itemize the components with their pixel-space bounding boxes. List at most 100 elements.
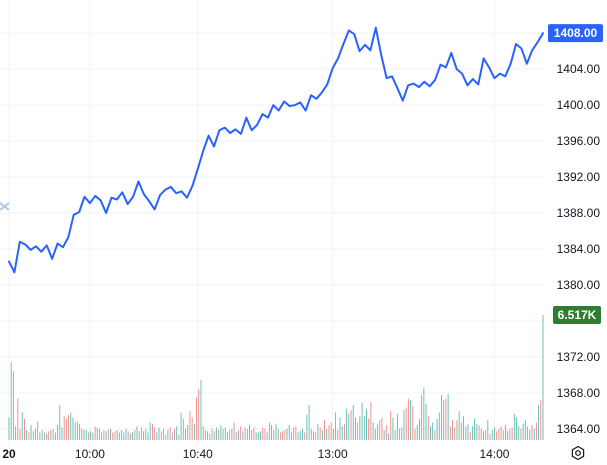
volume-bar (182, 418, 184, 440)
volume-bar (460, 422, 462, 440)
volume-bar (255, 432, 257, 440)
volume-bar (390, 411, 392, 440)
x-axis-tick-label: 14:00 (479, 447, 509, 461)
volume-bar (147, 432, 149, 440)
volume-bar (348, 413, 350, 440)
volume-bar (505, 425, 506, 440)
y-axis-tick-label: 1388.00 (557, 206, 601, 220)
settings-gear-icon[interactable] (571, 445, 585, 461)
volume-bar (368, 418, 370, 440)
volume-bar (32, 431, 34, 440)
volume-bar (383, 430, 385, 440)
volume-bar (244, 427, 246, 440)
volume-bar (260, 431, 261, 440)
volume-bar (103, 430, 105, 440)
volume-bar (299, 431, 301, 440)
x-axis-tick-label: 10:40 (183, 447, 213, 461)
volume-bar (196, 397, 198, 440)
volume-bar (496, 431, 498, 440)
volume-bar (37, 421, 39, 440)
volume-bar (99, 428, 100, 440)
volume-bar (498, 428, 500, 440)
y-axis-tick-label: 1364.00 (557, 422, 601, 436)
volume-bar (185, 428, 186, 440)
volume-bar (28, 432, 30, 440)
volume-bar (105, 431, 107, 440)
x-axis-tick-label: 20 (2, 447, 16, 461)
volume-bar (160, 431, 162, 440)
crosshair-marker-icon (0, 202, 10, 211)
volume-bar (202, 426, 204, 440)
volume-bar (284, 430, 286, 440)
volume-bar (85, 430, 87, 440)
volume-bar (366, 408, 367, 440)
volume-bar (92, 432, 94, 440)
volume-bar (204, 430, 206, 440)
volume-bar (491, 430, 493, 440)
volume-bar (46, 433, 47, 440)
volume-bar (471, 426, 473, 440)
volume-bar (291, 432, 292, 440)
volume-bar (169, 427, 171, 440)
volume-bar (198, 388, 200, 440)
volume-bar (114, 431, 116, 440)
volume-bar (218, 430, 220, 440)
volume-bar (416, 425, 418, 440)
volume-bar (418, 418, 420, 440)
volume-bar (154, 427, 156, 440)
volume-bar (251, 430, 253, 440)
volume-bar (90, 431, 92, 440)
volume-bar (449, 426, 451, 440)
volume-bar (328, 425, 330, 440)
volume-bar (156, 432, 158, 440)
volume-bar (403, 410, 405, 440)
y-axis-tick-label: 1372.00 (557, 350, 601, 364)
volume-bar (302, 428, 303, 440)
volume-bar (233, 422, 235, 440)
volume-bar (458, 411, 460, 440)
volume-bar (304, 432, 306, 440)
volume-bar (209, 433, 211, 440)
volume-bar (507, 431, 509, 440)
volume-bar (176, 426, 178, 440)
volume-bar (388, 433, 389, 440)
volume-bar (193, 423, 195, 440)
volume-bar (438, 412, 440, 440)
volume-bar (107, 430, 109, 440)
grid (0, 0, 545, 445)
volume-bar (467, 423, 469, 440)
volume-bar (511, 427, 513, 440)
volume-bar (277, 428, 279, 440)
y-axis-tick-label: 1368.00 (557, 386, 601, 400)
volume-bar (372, 422, 374, 440)
volume-bar (165, 435, 167, 440)
volume-bar (313, 431, 314, 440)
volume-bar (249, 425, 250, 440)
volume-bar (149, 422, 151, 440)
volume-bar (469, 432, 471, 440)
volume-bar (65, 418, 67, 440)
volume-bar (379, 420, 381, 440)
volume-bar (350, 410, 352, 440)
volume-bar (485, 430, 487, 440)
volume-bar (63, 416, 65, 440)
volume-bar (317, 423, 319, 440)
last-volume-label: 6.517K (558, 308, 597, 322)
volume-bar (381, 417, 383, 440)
volume-bar (211, 428, 213, 440)
y-axis-tick-label: 1400.00 (557, 98, 601, 112)
volume-bar (319, 427, 321, 440)
volume-bar (57, 425, 58, 440)
volume-bar (246, 428, 248, 440)
volume-bar (136, 426, 138, 440)
volume-bar (434, 430, 436, 440)
volume-bar (275, 423, 277, 440)
volume-bar (41, 430, 43, 440)
volume-bar (346, 408, 348, 440)
volume-bar (343, 423, 345, 440)
volume-bar (52, 428, 54, 440)
volume-bar (432, 422, 434, 440)
volume-bar (357, 422, 359, 440)
x-axis-tick-label: 13:00 (318, 447, 348, 461)
